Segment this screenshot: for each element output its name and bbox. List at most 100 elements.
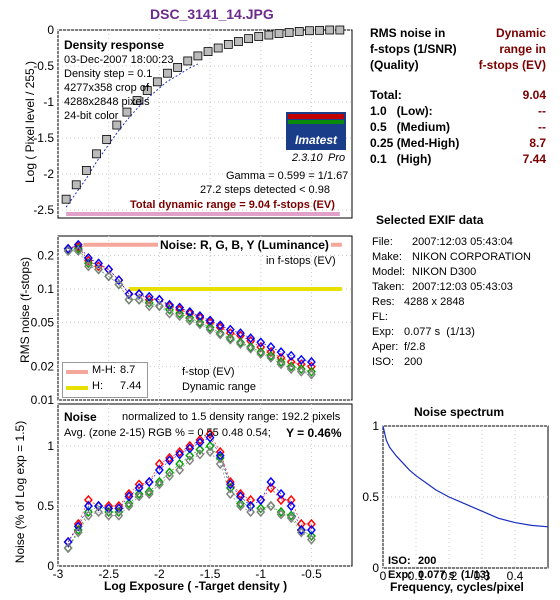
exif-val-exp: 0.077 s (1/13) (404, 326, 475, 338)
noise-fstop-series-g (68, 248, 312, 372)
legend-h-label: H: (92, 380, 103, 392)
noise-pct-series-r (67, 433, 312, 543)
density-point (234, 37, 243, 46)
noise-fstop-ytick-label: 0.01 (31, 393, 55, 407)
noise-fstop-point-b (73, 239, 83, 250)
density-ytick-label: 0 (47, 23, 54, 37)
noise-fstop-ytick-label: 0.1 (37, 282, 54, 296)
rms-heading-left-1: RMS noise in (370, 26, 446, 40)
noise-pct-point-y (286, 512, 296, 524)
density-point (102, 135, 112, 144)
density-info-color: 24-bit color (64, 110, 119, 122)
noise-fstop-point-y (104, 271, 114, 282)
noise-fstop-plot-frame (57, 235, 353, 401)
noise-pct-xtick-label: -2 (154, 567, 165, 581)
total-dynamic-range-text: Total dynamic range = 9.04 f-stops (EV) (130, 199, 335, 211)
exif-val-make: NIKON CORPORATION (412, 251, 531, 263)
noise-pct-point-y (215, 458, 225, 470)
density-point (61, 194, 71, 204)
noise-fstop-point-y (83, 261, 93, 272)
spectrum-xtick-label: 0.4 (507, 569, 524, 583)
noise-pct-point-g (165, 467, 174, 478)
density-info-step: Density step = 0.1 (64, 68, 153, 80)
density-title: Density response (64, 38, 165, 52)
density-point (335, 25, 345, 35)
noise-pct-ylabel: Noise (% of Log exp = 1.5) (13, 420, 27, 564)
noise-pct-point-g (124, 498, 134, 509)
noise-pct-point-y (83, 510, 93, 521)
noise-fstop-title: Noise: R, G, B, Y (Luminance) (158, 238, 331, 252)
density-fit-line (65, 63, 199, 208)
noise-pct-point-g (185, 450, 195, 461)
noise-fstop-point-y (225, 334, 235, 345)
noise-fstop-point-g (296, 363, 306, 375)
noise-fstop-point-y (215, 329, 225, 340)
noise-pct-point-r (165, 452, 174, 464)
gamma-text: Gamma = 0.599 = 1/1.67 (226, 170, 349, 182)
noise-pct-xtick-label: -0.5 (301, 567, 322, 581)
noise-pct-ytick-label: 0 (47, 559, 54, 573)
noise-pct-point-y (205, 446, 215, 458)
rms-row-low-label: 1.0 (Low): (370, 104, 433, 118)
legend-h-swatch (66, 386, 88, 390)
spectrum-ytick-label: 0 (372, 561, 379, 575)
spectrum-xtick-label: 0.3 (474, 569, 491, 583)
spectrum-iso-label: ISO: (388, 555, 411, 567)
noise-pct-point-r (175, 446, 185, 458)
density-ytick-label: -1 (43, 95, 54, 109)
noise-fstop-point-b (246, 333, 256, 344)
noise-pct-xtick-label: -1 (255, 567, 266, 581)
imatest-logo-stripe-green (288, 120, 344, 124)
noise-pct-point-b (256, 494, 266, 506)
noise-fstop-point-y (286, 363, 296, 375)
spectrum-ytick-label: 1 (372, 419, 379, 433)
noise-fstop-ytick-label: 0.02 (31, 360, 55, 374)
density-info-pixels: 4288x2848 pixels (64, 96, 150, 108)
density-point (122, 107, 132, 117)
rms-row-medium-label: 0.5 (Medium) (370, 120, 451, 134)
noise-pct-point-r (114, 500, 124, 512)
noise-fstop-point-b (205, 315, 215, 326)
rms-row-total-label: Total: (370, 88, 402, 102)
density-point (173, 63, 183, 72)
noise-pct-point-r (104, 500, 114, 512)
imatest-version: 2.3.10 (292, 152, 323, 164)
noise-pct-point-b (144, 476, 154, 488)
noise-fstop-point-y (63, 245, 73, 257)
noise-pct-point-y (175, 464, 185, 476)
legend-h-value: 7.44 (120, 380, 142, 392)
density-point (264, 30, 274, 40)
noise-pct-series-y (67, 451, 312, 549)
noise-fstop-note1: f-stop (EV) (182, 366, 235, 378)
noise-pct-point-y (114, 510, 124, 521)
noise-pct-point-b (94, 500, 103, 512)
noise-pct-point-g (205, 440, 215, 452)
noise-pct-point-b (83, 500, 93, 512)
noise-fstop-point-y (175, 311, 185, 322)
rms-heading-left-2: f-stops (1/SNR) (370, 42, 457, 56)
noise-fstop-point-r (256, 341, 266, 353)
exif-val-taken: 2007:12:03 05:43:03 (412, 281, 513, 293)
noise-fstop-point-g (73, 243, 83, 254)
rms-row-low-value: -- (538, 104, 546, 118)
noise-fstop-point-g (286, 361, 296, 372)
noise-fstop-ytick-label: 0.05 (31, 315, 55, 329)
density-point (294, 27, 304, 36)
noise-fstop-point-y (114, 279, 124, 290)
noise-fstop-point-g (256, 347, 266, 358)
noise-pct-point-r (236, 488, 245, 500)
noise-fstop-point-b (236, 328, 245, 339)
noise-fstop-subtitle: in f-stops (EV) (266, 255, 336, 267)
rms-heading-right-3: f-stops (EV) (478, 58, 546, 72)
noise-pct-point-b (276, 488, 286, 500)
noise-pct-point-y (236, 500, 245, 512)
noise-fstop-point-g (266, 350, 276, 361)
noise-pct-point-g (276, 506, 286, 518)
noise-pct-point-r (307, 518, 316, 530)
density-point (203, 47, 213, 56)
noise-fstop-point-g (185, 312, 195, 323)
noise-pct-point-y (134, 491, 144, 502)
noise-pct-point-r (276, 494, 286, 506)
noise-fstop-legend-box (62, 362, 148, 398)
noise-pct-xtick-label: -1.5 (200, 567, 221, 581)
